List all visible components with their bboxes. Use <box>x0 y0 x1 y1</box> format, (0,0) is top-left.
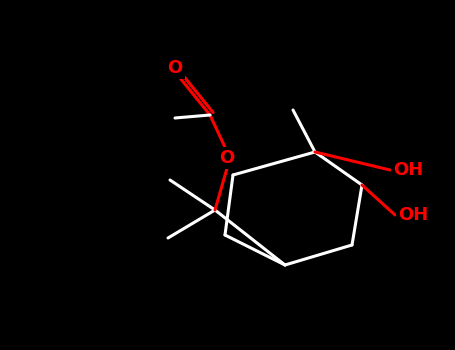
Text: O: O <box>167 59 182 77</box>
Text: OH: OH <box>393 161 423 179</box>
Text: OH: OH <box>398 206 428 224</box>
Text: O: O <box>219 149 235 167</box>
